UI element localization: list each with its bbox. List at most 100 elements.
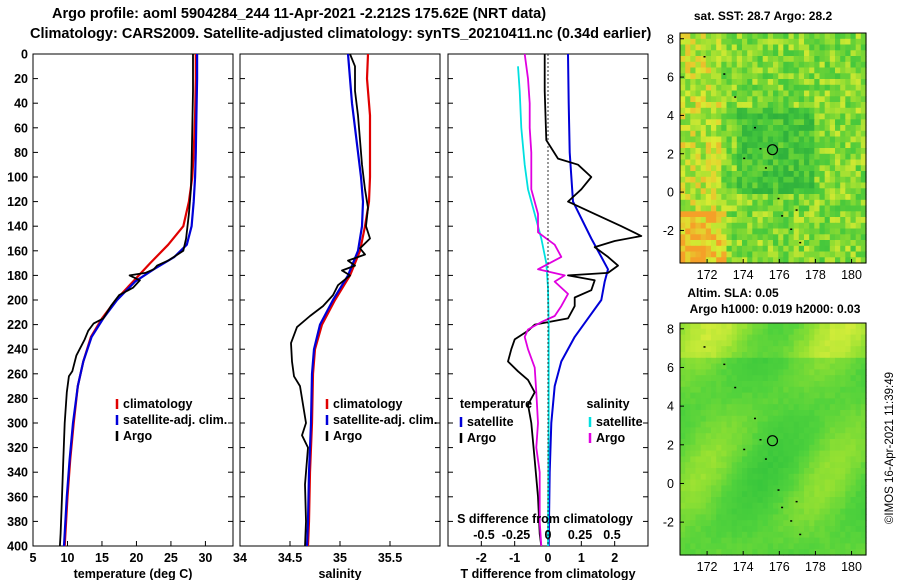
sla_map-cell <box>747 323 753 330</box>
sla_map-cell <box>700 468 707 475</box>
sst_map-cell <box>814 113 821 120</box>
sla_map-cell <box>855 340 862 347</box>
sla_map-cell <box>690 357 697 365</box>
sla_map-cell <box>809 473 815 481</box>
sla_map-cell <box>788 363 795 370</box>
sla_map-cell <box>845 468 852 475</box>
sst_map-cell <box>690 38 697 46</box>
sla_map-cell <box>757 473 764 481</box>
sst_map-cell <box>824 199 831 207</box>
sla_map-cell <box>767 520 774 527</box>
sla_map-island <box>734 386 737 389</box>
sla_map-cell <box>767 392 774 399</box>
sst_map-cell <box>855 125 862 132</box>
sst_map-cell <box>788 217 795 224</box>
sla_map-cell <box>783 526 790 533</box>
sla_map-cell <box>711 456 717 463</box>
sst_map-cell <box>835 217 841 224</box>
sla_map-cell <box>860 410 867 417</box>
sla_map-cell <box>757 386 764 394</box>
sla_map-cell <box>840 514 846 521</box>
sst_map-cell <box>731 61 738 69</box>
sst_map-cell <box>835 245 841 253</box>
sst_map-cell <box>860 153 867 161</box>
sst_map-cell <box>685 130 691 138</box>
sst_map-cell <box>767 234 774 241</box>
sla_map-cell <box>700 346 707 353</box>
sst_map-cell <box>680 142 686 149</box>
sla_map-cell <box>773 410 779 417</box>
sla_map-cell <box>731 531 738 539</box>
sla_map-cell <box>829 468 836 475</box>
sla_map-cell <box>850 381 857 388</box>
sla_map-cell <box>731 485 738 492</box>
sst_map-cell <box>685 171 691 178</box>
sst_map-cell <box>690 245 697 253</box>
sst_map-cell <box>788 199 795 207</box>
sla_map-cell <box>716 427 722 434</box>
sst_map-cell <box>814 194 821 201</box>
sla_map-cell <box>736 410 743 417</box>
sst_map-cell <box>680 136 686 143</box>
sla_map-cell <box>757 450 764 457</box>
sst_map-cell <box>778 194 784 201</box>
sla_map-cell <box>788 375 795 382</box>
sst_map-cell <box>773 165 779 172</box>
sst_map-cell <box>726 159 733 166</box>
sst_map-cell <box>840 217 846 224</box>
sla_map-cell <box>757 323 764 330</box>
sst_map-cell <box>736 257 743 264</box>
sla_map-cell <box>705 328 712 336</box>
sst_map-cell <box>783 176 790 184</box>
sst_map-cell <box>840 245 846 253</box>
sla_map-cell <box>855 410 862 417</box>
sla_map-cell <box>726 369 733 376</box>
sla_map-cell <box>809 357 815 365</box>
sst_map-cell <box>835 96 841 103</box>
sla_map-cell <box>711 433 717 440</box>
sst_map-cell <box>711 240 717 247</box>
sst_map-cell <box>731 228 738 235</box>
sst_map-cell <box>855 257 862 264</box>
sst_map-cell <box>804 148 810 155</box>
sla_map-cell <box>835 381 841 388</box>
sla_map-cell <box>721 427 728 434</box>
sla_map-cell <box>700 497 707 504</box>
sst_map-cell <box>829 165 836 172</box>
sst_map-cell <box>721 84 728 92</box>
sla_map-cell <box>835 323 841 330</box>
sla_map-cell <box>845 323 852 330</box>
sst_map-cell <box>680 130 686 138</box>
sst_map-cell <box>773 176 779 184</box>
sla_map-cell <box>798 543 805 550</box>
sst_map-cell <box>757 153 764 161</box>
sla_map-cell <box>700 456 707 463</box>
sla_map-cell <box>793 531 800 539</box>
sst_map-cell <box>788 102 795 109</box>
sst_map-cell <box>773 153 779 161</box>
sst_map-cell <box>809 119 815 126</box>
depth-tick-label: 220 <box>7 318 28 332</box>
sst_map-cell <box>798 67 805 74</box>
sla_map-cell <box>680 543 686 550</box>
sla_map-cell <box>788 479 795 486</box>
sla_map-cell <box>778 427 784 434</box>
sst_map-cell <box>700 125 707 132</box>
sst_map-cell <box>778 113 784 120</box>
sla_map-cell <box>824 439 831 446</box>
sst_map-cell <box>685 44 691 51</box>
sst_map-cell <box>752 90 759 97</box>
sst_map-cell <box>742 136 748 143</box>
sst_map-cell <box>711 67 717 74</box>
difference-xlabel: T difference from climatology <box>460 567 635 580</box>
sla_map-cell <box>824 456 831 463</box>
sst_map-cell <box>773 84 779 92</box>
sla_map-cell <box>804 497 810 504</box>
sla_map-cell <box>783 439 790 446</box>
sst_map-cell <box>726 79 733 86</box>
sla_map-frame <box>679 322 867 556</box>
sst_map-cell <box>685 148 691 155</box>
sla_map-cell <box>726 462 733 469</box>
sst_map-cell <box>798 33 805 40</box>
sla_map-cell <box>721 381 728 388</box>
